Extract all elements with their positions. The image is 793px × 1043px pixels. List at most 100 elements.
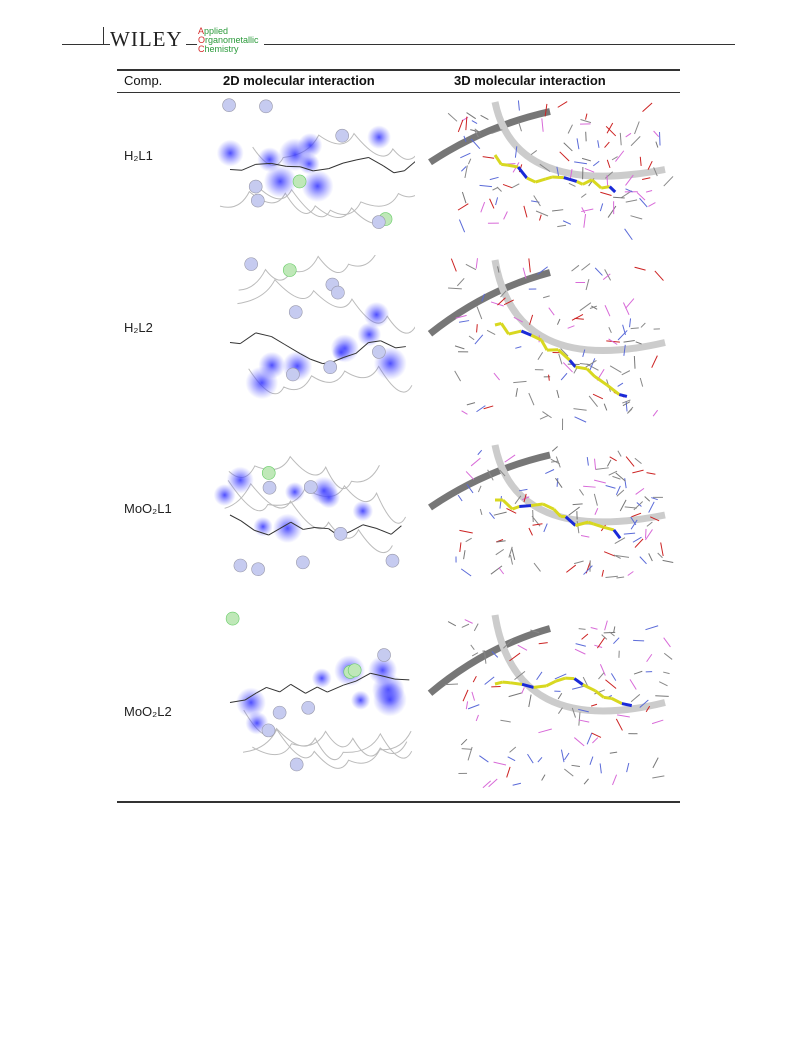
stick xyxy=(633,670,643,675)
stick xyxy=(581,263,591,271)
stick xyxy=(609,751,618,754)
stick xyxy=(457,203,469,211)
stick xyxy=(470,644,475,651)
ribbon xyxy=(427,269,551,337)
stick xyxy=(609,456,617,462)
stick xyxy=(575,643,586,647)
stick xyxy=(614,537,626,544)
stick xyxy=(650,516,660,522)
exposure xyxy=(309,476,338,505)
exposure xyxy=(367,125,391,150)
ligand xyxy=(585,367,596,378)
exposure xyxy=(298,153,320,175)
stick xyxy=(626,762,630,773)
stick xyxy=(499,469,506,477)
exposure xyxy=(258,351,286,379)
stick xyxy=(595,467,609,470)
stick xyxy=(465,263,477,271)
stick xyxy=(615,472,626,482)
stick xyxy=(568,506,580,516)
ligand xyxy=(501,162,508,167)
stick xyxy=(461,748,473,750)
stick xyxy=(634,457,642,465)
stick xyxy=(612,774,618,786)
stick xyxy=(597,140,600,148)
stick xyxy=(528,527,533,536)
ligand xyxy=(534,177,547,184)
stick xyxy=(536,671,543,681)
stick xyxy=(489,512,495,519)
residue xyxy=(333,527,348,541)
interaction-3d xyxy=(427,614,673,789)
stick xyxy=(645,625,659,631)
stick xyxy=(518,488,528,492)
ligand xyxy=(612,528,622,540)
stick xyxy=(460,738,468,746)
table-rule xyxy=(117,801,680,803)
residue xyxy=(251,562,265,577)
interaction-2d xyxy=(229,255,415,400)
stick xyxy=(581,208,594,213)
ligand xyxy=(530,502,544,508)
stick xyxy=(454,345,465,350)
bond xyxy=(240,520,255,531)
stick xyxy=(623,344,626,356)
ribbon xyxy=(428,108,551,166)
stick xyxy=(580,535,590,538)
stick xyxy=(473,623,479,632)
stick xyxy=(611,156,618,161)
stick xyxy=(527,753,534,764)
stick xyxy=(648,202,656,207)
stick xyxy=(560,372,568,381)
stick xyxy=(644,528,647,539)
stick xyxy=(454,370,462,382)
stick xyxy=(633,355,636,369)
residue xyxy=(261,723,276,738)
stick xyxy=(613,637,620,645)
bond xyxy=(284,344,301,355)
stick xyxy=(608,326,612,334)
stick xyxy=(489,176,499,181)
stick xyxy=(476,405,486,413)
stick xyxy=(625,174,634,186)
stick xyxy=(652,775,665,779)
ligand xyxy=(564,515,577,527)
stick xyxy=(556,478,559,487)
stick xyxy=(619,132,622,146)
exposure xyxy=(263,165,297,198)
bond xyxy=(313,168,329,172)
bond xyxy=(305,686,318,694)
stick xyxy=(639,156,642,167)
stick xyxy=(625,132,632,138)
stick xyxy=(463,135,467,142)
stick xyxy=(507,756,516,762)
ligand xyxy=(573,677,584,686)
stick xyxy=(479,755,489,763)
journal-line: Applied xyxy=(198,26,229,36)
ribbon xyxy=(491,444,666,526)
stick xyxy=(608,470,618,476)
stick xyxy=(557,224,567,228)
stick xyxy=(606,122,614,134)
stick xyxy=(580,193,587,198)
stick xyxy=(653,167,658,177)
row-label: MoO₂L2 xyxy=(124,704,172,719)
exposure xyxy=(357,322,382,347)
stick xyxy=(466,112,477,120)
ligand xyxy=(500,322,510,335)
stick xyxy=(481,293,485,302)
stick xyxy=(605,575,618,578)
interaction-2d xyxy=(216,98,415,229)
stick xyxy=(483,405,494,410)
stick xyxy=(509,652,521,662)
stick xyxy=(468,335,475,341)
stick xyxy=(576,138,580,150)
residue xyxy=(282,263,297,277)
stick xyxy=(612,475,621,480)
stick xyxy=(513,316,523,323)
bond xyxy=(362,524,377,529)
stick xyxy=(477,449,483,456)
stick xyxy=(598,672,605,680)
bond xyxy=(356,156,369,161)
stick xyxy=(448,287,462,290)
